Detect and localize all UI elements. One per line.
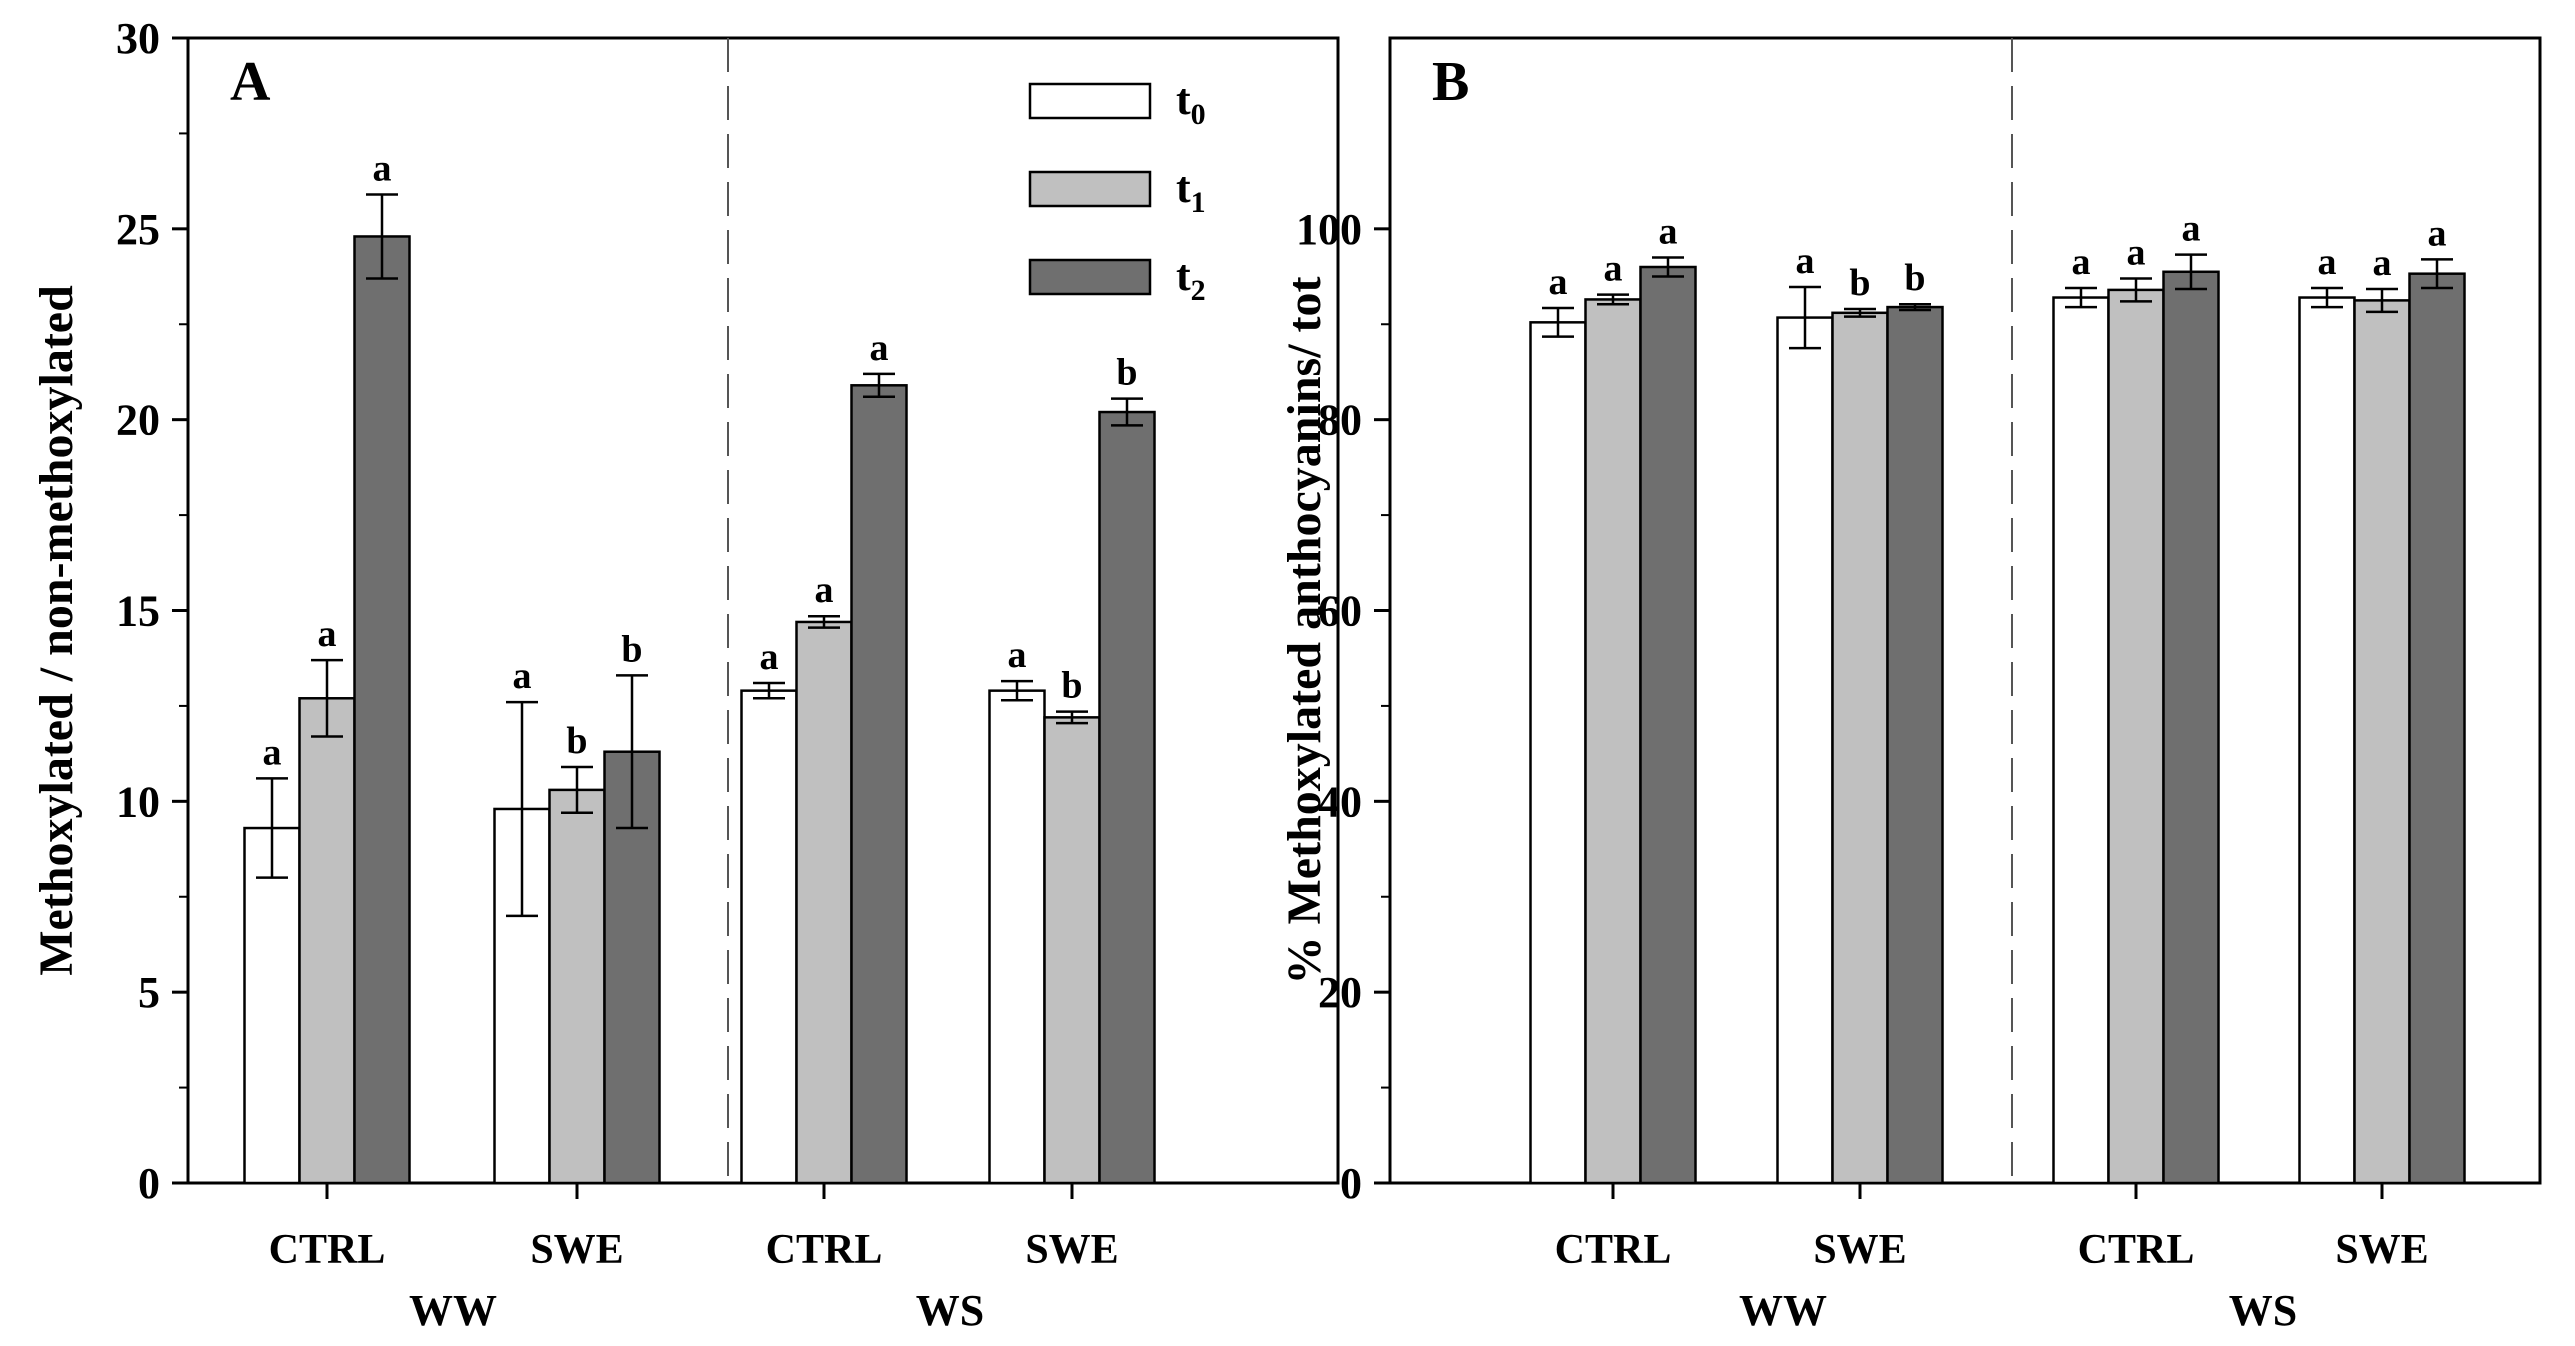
bar-t1 xyxy=(2353,299,2411,1185)
group-label: WS xyxy=(916,1286,984,1335)
y-tick-label: 80 xyxy=(1318,396,1362,445)
bar-t1 xyxy=(1584,298,1642,1185)
significance-letter: b xyxy=(1904,257,1925,299)
significance-letter: b xyxy=(621,628,642,670)
legend-swatch-t1 xyxy=(1028,170,1152,208)
category-label: CTRL xyxy=(766,1227,883,1273)
category-label: CTRL xyxy=(2078,1227,2195,1273)
category-label: SWE xyxy=(2335,1227,2428,1273)
legend-label-subscript: 2 xyxy=(1191,274,1206,307)
category-label: SWE xyxy=(530,1227,623,1273)
significance-letter: b xyxy=(566,720,587,762)
legend-label-subscript: 0 xyxy=(1191,98,1206,131)
legend-label-base: t xyxy=(1176,251,1191,300)
significance-letter: a xyxy=(2182,208,2201,250)
y-tick-label: 40 xyxy=(1318,777,1362,826)
bar-t0 xyxy=(1529,321,1587,1185)
y-axis-label: Methoxylated / non-methoxylated xyxy=(30,285,83,976)
significance-letter: a xyxy=(2127,231,2146,273)
y-tick-label: 0 xyxy=(1340,1159,1362,1208)
significance-letter: a xyxy=(1604,248,1623,290)
legend-label-base: t xyxy=(1176,163,1191,212)
bar-t2 xyxy=(1639,265,1697,1185)
bar-t0 xyxy=(2298,296,2356,1185)
significance-letter: b xyxy=(1061,665,1082,707)
legend-label-t2: t2 xyxy=(1176,251,1206,307)
bar-t1 xyxy=(1831,311,1889,1185)
significance-letter: a xyxy=(373,147,392,189)
y-tick-label: 10 xyxy=(116,777,160,826)
y-tick-label: 60 xyxy=(1318,587,1362,636)
category-label: CTRL xyxy=(269,1227,386,1273)
significance-letter: b xyxy=(1849,262,1870,304)
significance-letter: a xyxy=(760,636,779,678)
legend-label-t0: t0 xyxy=(1176,75,1206,131)
group-label: WW xyxy=(1739,1286,1827,1335)
y-tick-label: 25 xyxy=(116,205,160,254)
significance-letter: a xyxy=(2072,241,2091,283)
category-label: SWE xyxy=(1025,1227,1118,1273)
legend-swatch-t2 xyxy=(1028,258,1152,296)
y-tick-label: 30 xyxy=(116,14,160,63)
category-label: SWE xyxy=(1813,1227,1906,1273)
panel-label: B xyxy=(1432,51,1469,113)
bar-t0 xyxy=(740,689,798,1185)
bar-t2 xyxy=(353,235,411,1185)
significance-letter: a xyxy=(2428,212,2447,254)
significance-letter: a xyxy=(318,613,337,655)
significance-letter: a xyxy=(263,731,282,773)
bar-t2 xyxy=(850,384,908,1185)
bar-t1 xyxy=(2107,288,2165,1185)
bar-t2 xyxy=(2408,272,2466,1185)
significance-letter: a xyxy=(513,655,532,697)
significance-letter: a xyxy=(815,569,834,611)
significance-letter: a xyxy=(2318,241,2337,283)
y-tick-label: 15 xyxy=(116,587,160,636)
legend-label-subscript: 1 xyxy=(1191,186,1206,219)
legend-label-t1: t1 xyxy=(1176,163,1206,219)
significance-letter: a xyxy=(1008,634,1027,676)
group-label: WW xyxy=(409,1286,497,1335)
bar-t2 xyxy=(2162,270,2220,1185)
panel-label: A xyxy=(230,51,271,113)
bar-t2 xyxy=(1098,410,1156,1185)
significance-letter: a xyxy=(1659,210,1678,252)
group-label: WS xyxy=(2229,1286,2297,1335)
significance-letter: a xyxy=(1796,240,1815,282)
legend-swatch-t0 xyxy=(1028,82,1152,120)
bar-t0 xyxy=(1776,316,1834,1185)
bar-t0 xyxy=(2052,296,2110,1185)
significance-letter: a xyxy=(870,327,889,369)
y-tick-label: 5 xyxy=(138,968,160,1017)
category-label: CTRL xyxy=(1555,1227,1672,1273)
panel-b: 0 20 40 60 80 100 % Methoxylated anthocyanins/… xyxy=(1278,36,2542,1335)
significance-letter: a xyxy=(2373,242,2392,284)
bar-t1 xyxy=(795,620,853,1185)
significance-letter: a xyxy=(1549,261,1568,303)
bar-t0 xyxy=(988,689,1046,1185)
y-axis-label: % Methoxylated anthocyanins/ tot xyxy=(1278,276,1331,984)
y-tick-label: 20 xyxy=(116,396,160,445)
bar-t2 xyxy=(1886,305,1944,1185)
legend-label-base: t xyxy=(1176,75,1191,124)
significance-letter: b xyxy=(1116,352,1137,394)
bar-t0 xyxy=(243,826,301,1185)
bar-t1 xyxy=(1043,716,1101,1185)
y-tick-label: 100 xyxy=(1296,205,1362,254)
bar-t1 xyxy=(298,697,356,1185)
y-tick-label: 0 xyxy=(138,1159,160,1208)
bar-t1 xyxy=(548,788,606,1185)
y-tick-label: 20 xyxy=(1318,968,1362,1017)
